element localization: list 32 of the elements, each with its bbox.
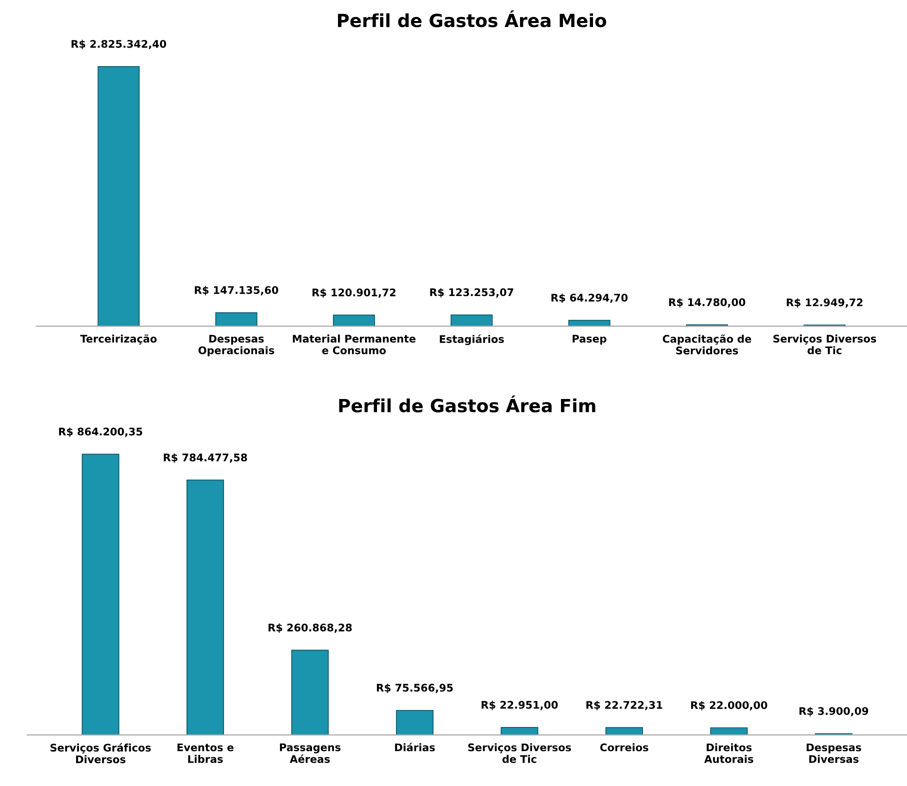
x-tick-label: Serviços Diversos de Tic xyxy=(773,334,876,354)
x-tick-label: Diárias xyxy=(395,742,435,752)
data-label: R$ 147.135,60 xyxy=(194,286,278,296)
data-label: R$ 123.253,07 xyxy=(430,288,514,298)
x-tick-label: Estagiários xyxy=(440,334,504,346)
chart-title: Perfil de Gastos Área Fim xyxy=(339,395,596,412)
data-label: R$ 22.722,31 xyxy=(586,700,662,710)
x-tick-label: Pasep xyxy=(572,334,606,345)
data-label: R$ 3.900,09 xyxy=(799,706,868,716)
data-label: R$ 22.951,00 xyxy=(482,700,558,710)
x-tick-label: Serviços Diversos de Tic xyxy=(468,743,571,763)
x-tick-label: Serviços Gráficos Diversos xyxy=(50,743,151,764)
x-tick-label: Despesas Operacionais xyxy=(198,334,274,356)
x-tick-label: Capacitação de Servidores xyxy=(662,334,752,354)
x-tick-label: Passagens Aéreas xyxy=(280,743,340,763)
x-tick-label: Direitos Autorais xyxy=(704,743,754,763)
x-tick-label: Eventos e Libras xyxy=(178,744,234,763)
x-tick-label: Correios xyxy=(600,743,648,752)
data-label: R$ 14.780,00 xyxy=(669,298,746,308)
x-tick-label: Terceirização xyxy=(80,334,157,345)
data-label: R$ 260.868,28 xyxy=(268,623,352,633)
x-tick-label: Despesas Diversas xyxy=(806,744,862,763)
x-tick-label: Material Permanente e Consumo xyxy=(292,334,416,354)
data-label: R$ 784.477,58 xyxy=(164,453,248,463)
data-label: R$ 22.000,00 xyxy=(691,701,768,710)
data-label: R$ 120.901,72 xyxy=(312,288,396,298)
data-label: R$ 864.200,35 xyxy=(59,427,142,437)
chart-title: Perfil de Gastos Área Meio xyxy=(338,10,606,28)
data-label: R$ 75.566,95 xyxy=(376,684,453,694)
data-label: R$ 64.294,70 xyxy=(551,294,628,303)
data-label: R$ 2.825.342,40 xyxy=(72,40,166,50)
data-label: R$ 12.949,72 xyxy=(786,298,863,308)
